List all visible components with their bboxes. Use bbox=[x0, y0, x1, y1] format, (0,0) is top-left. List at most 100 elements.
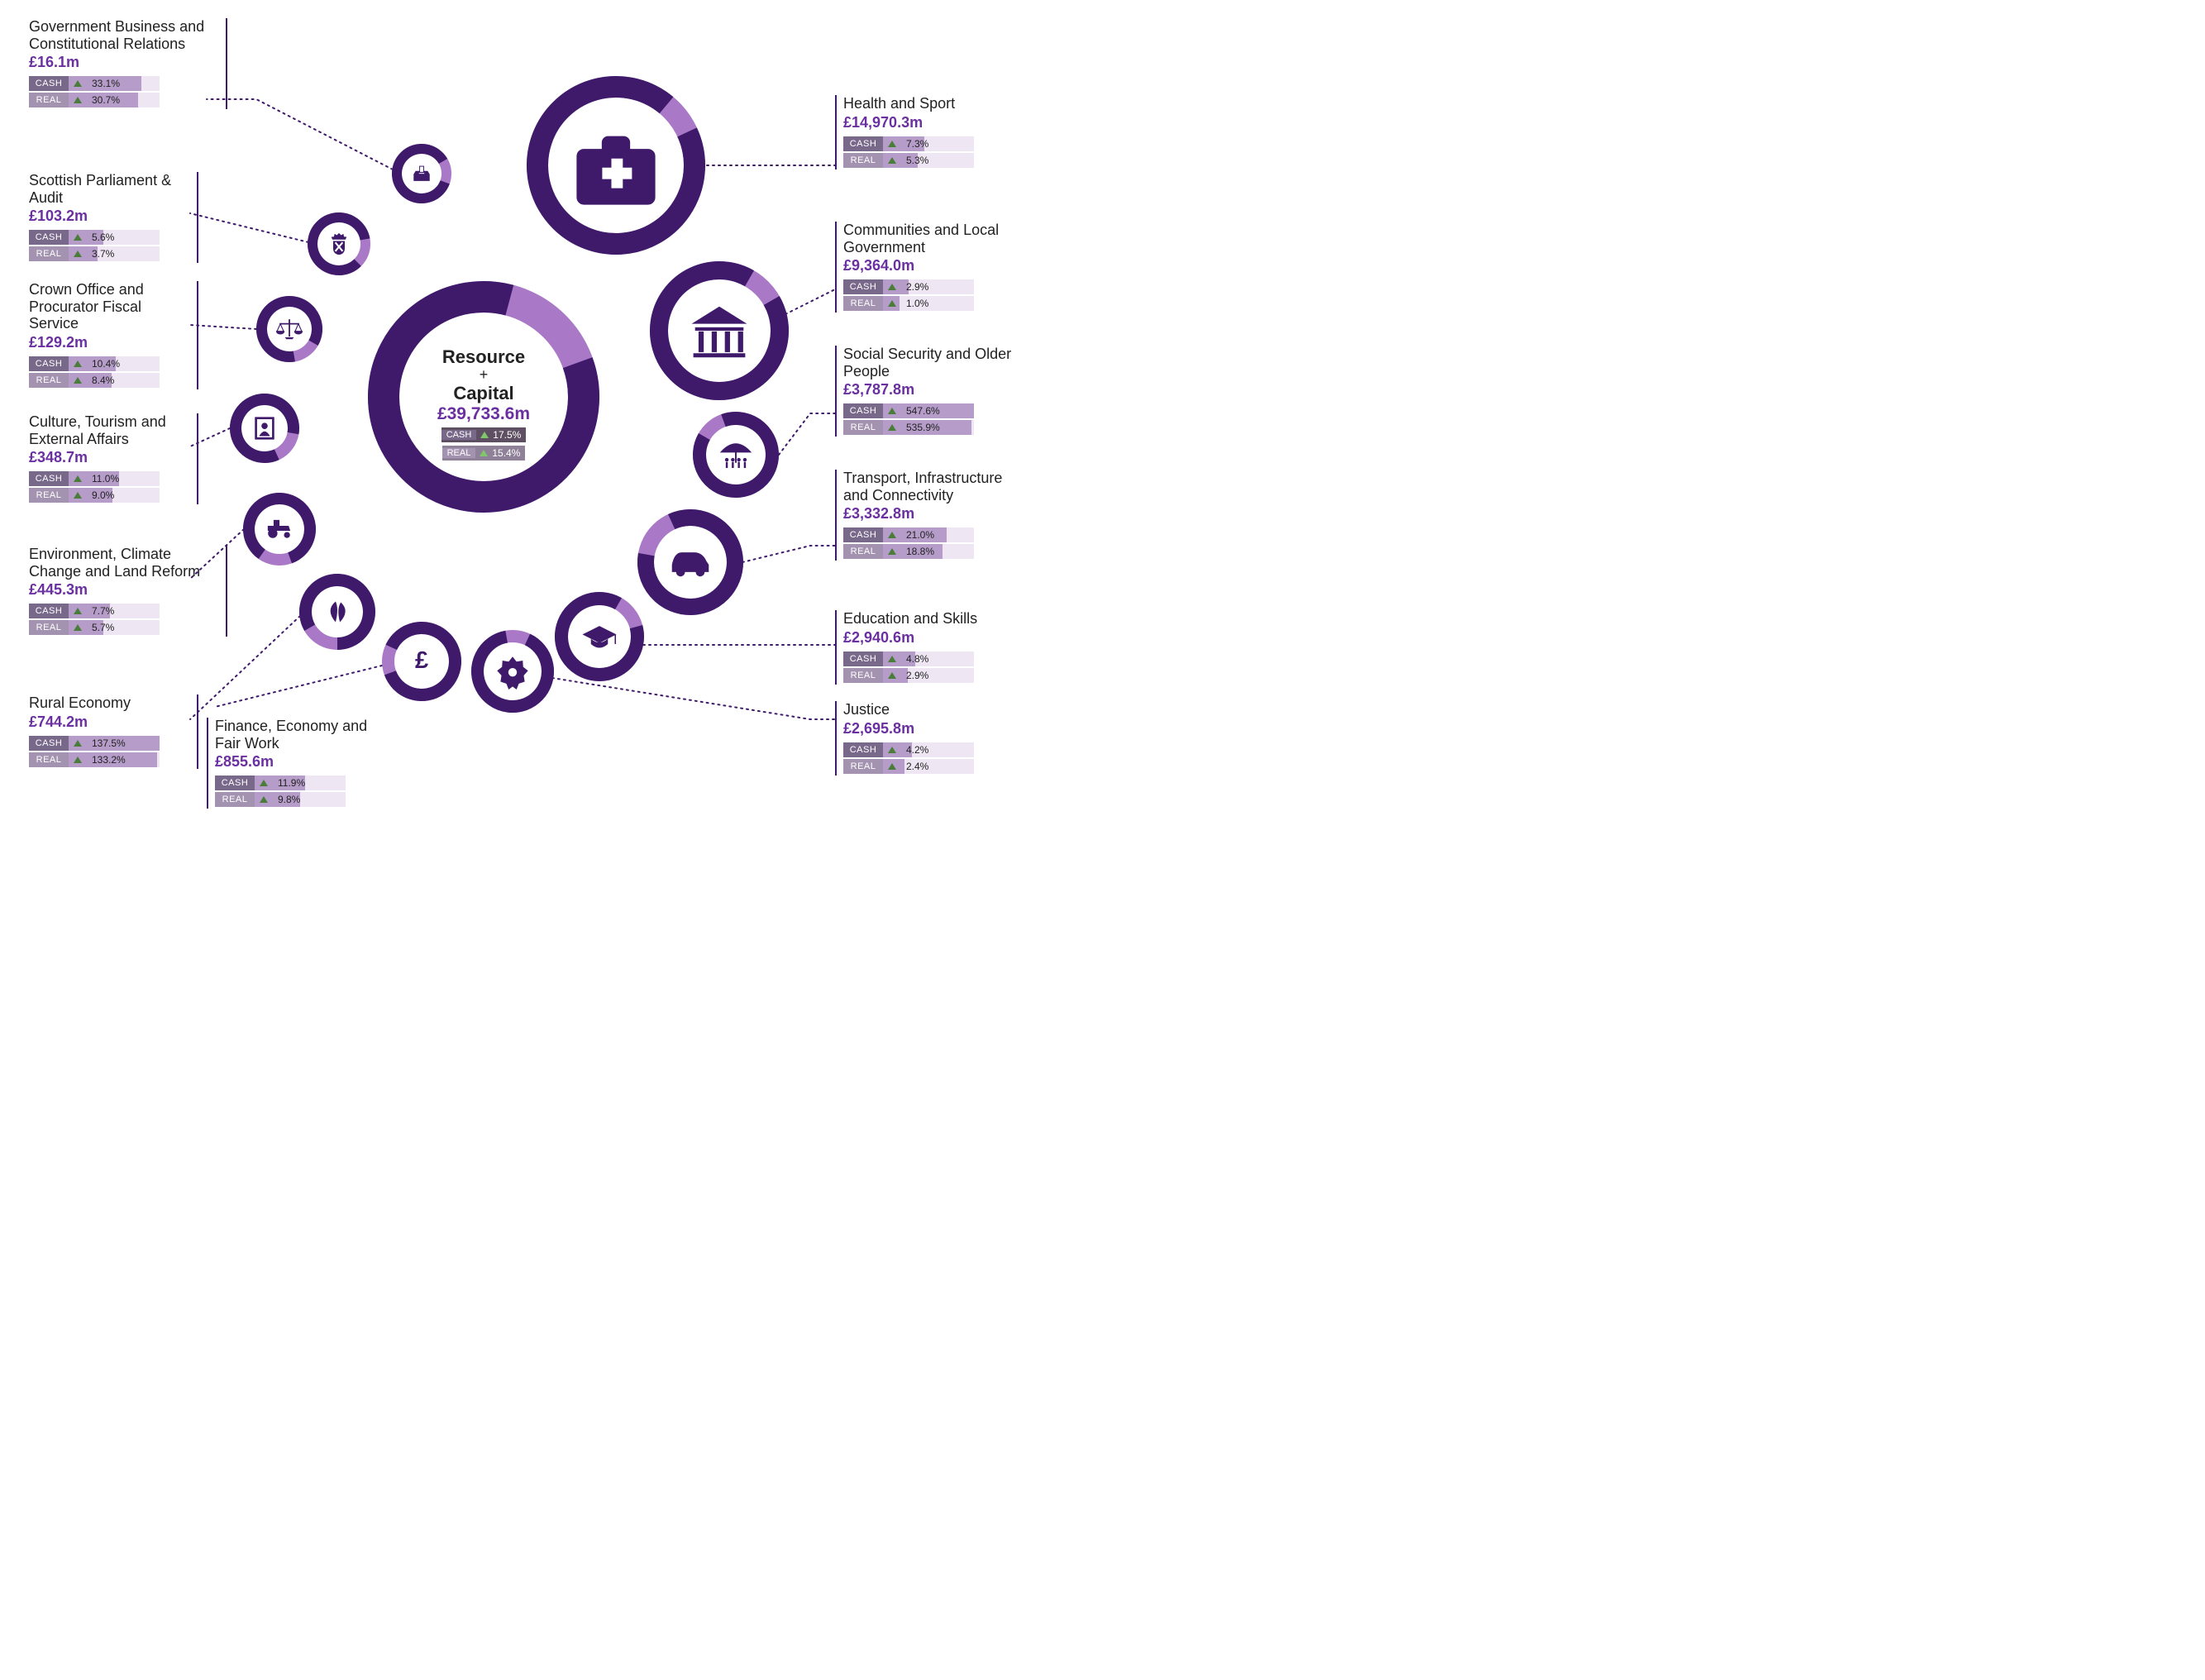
arrow-up-icon bbox=[260, 780, 268, 786]
arrow-up-icon bbox=[888, 284, 896, 290]
center-cash-stat: CASH17.5% bbox=[441, 427, 527, 442]
arrow-up-icon bbox=[888, 656, 896, 662]
arrow-up-icon bbox=[888, 141, 896, 147]
label-value: £2,940.6m bbox=[843, 629, 1013, 647]
arrow-up-icon bbox=[74, 80, 82, 87]
real-row: REAL 8.4% bbox=[29, 373, 190, 388]
stat-table: CASH 2.9% REAL 1.0% bbox=[843, 279, 1013, 311]
cash-pct: 10.4% bbox=[92, 358, 120, 370]
cash-row: CASH 7.3% bbox=[843, 136, 1013, 151]
cash-row: CASH 11.9% bbox=[215, 776, 384, 790]
label-value: £855.6m bbox=[215, 753, 384, 771]
cash-row: CASH 5.6% bbox=[29, 230, 190, 245]
label-title: Education and Skills bbox=[843, 610, 1013, 628]
stat-table: CASH 547.6% REAL 535.9% bbox=[843, 403, 1013, 435]
arrow-up-icon bbox=[74, 377, 82, 384]
label-title: Scottish Parliament & Audit bbox=[29, 172, 190, 206]
label-education: Education and Skills £2,940.6m CASH 4.8%… bbox=[843, 610, 1013, 685]
label-title: Crown Office and Procurator Fiscal Servi… bbox=[29, 281, 190, 332]
stat-table: CASH 4.2% REAL 2.4% bbox=[843, 742, 1013, 774]
label-value: £3,332.8m bbox=[843, 505, 1013, 523]
arrow-up-icon bbox=[74, 608, 82, 614]
label-separator bbox=[835, 222, 837, 313]
arrow-up-icon bbox=[888, 763, 896, 770]
label-value: £348.7m bbox=[29, 449, 190, 466]
label-separator bbox=[835, 610, 837, 685]
cash-row: CASH 4.8% bbox=[843, 651, 1013, 666]
arrow-up-icon bbox=[74, 756, 82, 763]
stat-table: CASH 7.3% REAL 5.3% bbox=[843, 136, 1013, 168]
label-govbiz: Government Business and Constitutional R… bbox=[29, 18, 219, 109]
arrow-up-icon bbox=[74, 251, 82, 257]
real-pct: 18.8% bbox=[906, 546, 934, 557]
cash-pct: 11.0% bbox=[92, 473, 119, 484]
arrow-up-icon bbox=[888, 157, 896, 164]
label-value: £14,970.3m bbox=[843, 114, 1013, 131]
center-value: £39,733.6m bbox=[393, 404, 575, 424]
cash-pct: 4.2% bbox=[906, 744, 928, 756]
real-pct: 1.0% bbox=[906, 298, 928, 309]
cash-row: CASH 7.7% bbox=[29, 604, 219, 618]
stat-table: CASH 5.6% REAL 3.7% bbox=[29, 230, 190, 261]
arrow-up-icon bbox=[888, 747, 896, 753]
cash-pct: 21.0% bbox=[906, 529, 934, 541]
label-value: £16.1m bbox=[29, 54, 219, 71]
cash-pct: 4.8% bbox=[906, 653, 928, 665]
label-value: £3,787.8m bbox=[843, 381, 1013, 399]
real-row: REAL 30.7% bbox=[29, 93, 219, 107]
real-pct: 2.4% bbox=[906, 761, 928, 772]
cash-row: CASH 33.1% bbox=[29, 76, 219, 91]
label-title: Justice bbox=[843, 701, 1013, 718]
label-social: Social Security and Older People £3,787.… bbox=[843, 346, 1013, 437]
real-row: REAL 2.9% bbox=[843, 668, 1013, 683]
stat-table: CASH 7.7% REAL 5.7% bbox=[29, 604, 219, 635]
real-row: REAL 133.2% bbox=[29, 752, 190, 767]
center-title-1: Resource bbox=[393, 347, 575, 366]
cash-row: CASH 137.5% bbox=[29, 736, 190, 751]
label-separator bbox=[835, 95, 837, 169]
label-separator bbox=[197, 694, 198, 769]
label-separator bbox=[197, 413, 198, 504]
label-separator bbox=[835, 701, 837, 776]
arrow-up-icon bbox=[74, 740, 82, 747]
label-value: £445.3m bbox=[29, 581, 219, 599]
label-culture: Culture, Tourism and External Affairs £3… bbox=[29, 413, 190, 504]
real-row: REAL 9.0% bbox=[29, 488, 190, 503]
label-value: £9,364.0m bbox=[843, 257, 1013, 274]
cash-pct: 2.9% bbox=[906, 281, 928, 293]
cash-row: CASH 4.2% bbox=[843, 742, 1013, 757]
real-pct: 8.4% bbox=[92, 375, 114, 386]
cash-row: CASH 547.6% bbox=[843, 403, 1013, 418]
real-pct: 5.7% bbox=[92, 622, 114, 633]
stat-table: CASH 33.1% REAL 30.7% bbox=[29, 76, 219, 107]
real-row: REAL 3.7% bbox=[29, 246, 190, 261]
label-title: Transport, Infrastructure and Connectivi… bbox=[843, 470, 1013, 504]
label-title: Culture, Tourism and External Affairs bbox=[29, 413, 190, 447]
cash-pct: 11.9% bbox=[278, 777, 305, 789]
cash-row: CASH 10.4% bbox=[29, 356, 190, 371]
arrow-up-icon bbox=[260, 796, 268, 803]
real-pct: 2.9% bbox=[906, 670, 928, 681]
label-parliament: Scottish Parliament & Audit £103.2m CASH… bbox=[29, 172, 190, 263]
label-justice: Justice £2,695.8m CASH 4.2% REAL 2.4% bbox=[843, 701, 1013, 776]
stat-table: CASH 11.9% REAL 9.8% bbox=[215, 776, 384, 807]
label-separator bbox=[226, 546, 227, 637]
label-title: Health and Sport bbox=[843, 95, 1013, 112]
cash-pct: 137.5% bbox=[92, 737, 126, 749]
label-value: £129.2m bbox=[29, 334, 190, 351]
real-row: REAL 2.4% bbox=[843, 759, 1013, 774]
label-transport: Transport, Infrastructure and Connectivi… bbox=[843, 470, 1013, 561]
cash-pct: 5.6% bbox=[92, 231, 114, 243]
label-separator bbox=[197, 172, 198, 263]
stat-table: CASH 4.8% REAL 2.9% bbox=[843, 651, 1013, 683]
arrow-up-icon bbox=[74, 624, 82, 631]
stat-table: CASH 11.0% REAL 9.0% bbox=[29, 471, 190, 503]
label-title: Social Security and Older People bbox=[843, 346, 1013, 379]
label-value: £2,695.8m bbox=[843, 720, 1013, 737]
real-pct: 535.9% bbox=[906, 422, 940, 433]
cash-row: CASH 21.0% bbox=[843, 527, 1013, 542]
real-pct: 5.3% bbox=[906, 155, 928, 166]
real-row: REAL 18.8% bbox=[843, 544, 1013, 559]
label-separator bbox=[226, 18, 227, 109]
real-pct: 30.7% bbox=[92, 94, 120, 106]
